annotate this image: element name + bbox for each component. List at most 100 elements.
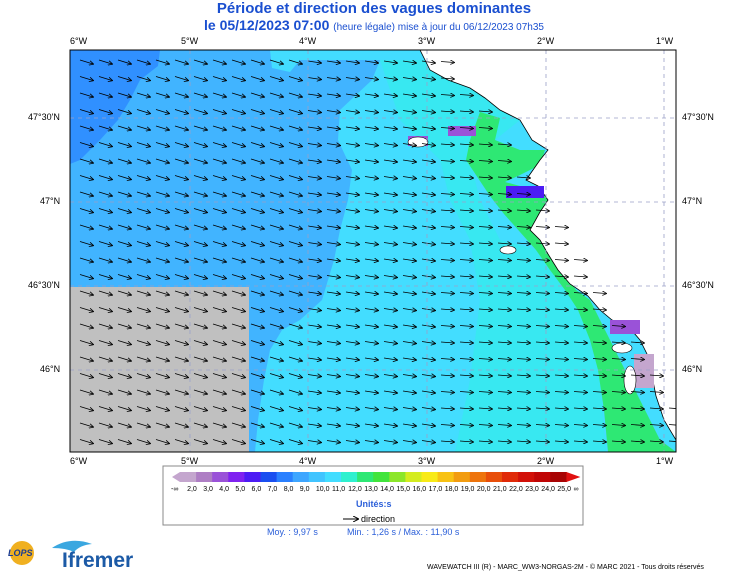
direction-arrow: [174, 406, 188, 411]
direction-arrow: [98, 389, 112, 394]
direction-arrow: [98, 257, 112, 262]
direction-arrow: [535, 392, 549, 393]
direction-arrow: [345, 111, 359, 113]
direction-arrow: [231, 158, 245, 163]
direction-arrow: [497, 243, 511, 244]
direction-arrow: [402, 94, 416, 96]
legend-max-arrow: [566, 472, 581, 482]
direction-arrow: [288, 76, 302, 81]
direction-arrow: [383, 309, 397, 311]
legend-tick-label: 17,0: [428, 486, 443, 493]
direction-arrow: [307, 226, 321, 228]
lon-label-bottom-4: 2°W: [537, 456, 555, 466]
direction-arrow: [535, 227, 549, 228]
direction-arrow: [231, 257, 245, 262]
direction-arrow: [174, 109, 188, 114]
direction-arrow: [155, 142, 169, 147]
direction-arrow: [402, 408, 416, 410]
direction-arrow: [269, 274, 283, 279]
direction-arrow: [231, 356, 245, 361]
direction-arrow: [611, 375, 625, 376]
direction-arrow: [402, 193, 416, 195]
direction-arrow: [174, 175, 188, 180]
direction-arrow: [250, 389, 264, 394]
direction-arrow: [326, 391, 340, 393]
direction-arrow: [478, 194, 492, 195]
direction-arrow: [269, 340, 283, 345]
direction-arrow: [402, 276, 416, 278]
direction-arrow: [212, 323, 226, 328]
legend-swatch: [196, 472, 213, 482]
direction-arrow: [269, 92, 283, 97]
direction-arrow: [307, 193, 321, 195]
direction-arrow: [231, 422, 245, 427]
direction-arrow: [212, 76, 226, 81]
direction-arrow: [516, 227, 530, 228]
direction-arrow: [307, 424, 321, 426]
direction-arrow: [155, 257, 169, 262]
direction-arrow: [155, 125, 169, 130]
direction-arrow: [136, 191, 150, 196]
direction-arrow: [307, 408, 321, 410]
direction-arrow: [98, 307, 112, 312]
direction-arrow: [136, 307, 150, 312]
direction-arrow: [345, 375, 359, 377]
direction-arrow: [383, 424, 397, 426]
direction-arrow: [250, 422, 264, 427]
direction-arrows: [79, 59, 676, 444]
direction-arrow: [288, 323, 302, 328]
direction-arrow: [212, 142, 226, 147]
direction-arrow: [174, 158, 188, 163]
direction-arrow: [307, 78, 321, 80]
direction-arrow: [231, 109, 245, 114]
direction-arrow: [212, 340, 226, 345]
direction-arrow: [269, 142, 283, 147]
direction-arrow: [421, 375, 435, 377]
legend-tick-label: 13,0: [364, 486, 378, 493]
direction-arrow: [345, 424, 359, 426]
legend-tick-label: 4,0: [219, 486, 230, 493]
direction-arrow: [326, 375, 340, 377]
direction-arrow: [79, 208, 93, 213]
direction-arrow: [98, 373, 112, 378]
direction-arrow: [79, 59, 93, 64]
direction-arrow: [573, 342, 587, 343]
direction-arrow: [402, 78, 416, 80]
direction-arrow: [193, 191, 207, 196]
direction-arrow: [155, 224, 169, 229]
direction-arrow: [136, 241, 150, 246]
direction-arrow: [98, 109, 112, 114]
direction-arrow: [117, 125, 131, 130]
direction-arrow: [497, 326, 511, 327]
direction-arrow: [307, 259, 321, 261]
direction-arrow: [136, 59, 150, 64]
legend-swatch: [485, 472, 503, 482]
direction-arrow: [326, 94, 340, 96]
direction-arrow: [136, 175, 150, 180]
direction-arrow: [193, 92, 207, 97]
direction-arrow: [79, 257, 93, 262]
direction-arrow: [231, 191, 245, 196]
legend-tick-label: 5,0: [235, 486, 246, 493]
direction-arrow: [79, 356, 93, 361]
direction-arrow: [212, 373, 226, 378]
direction-arrow: [402, 259, 416, 261]
direction-arrow: [478, 177, 492, 178]
direction-arrow: [155, 208, 169, 213]
direction-arrow: [250, 109, 264, 114]
direction-arrow: [155, 373, 169, 378]
direction-arrow: [307, 358, 321, 360]
direction-arrow: [535, 375, 549, 376]
direction-arrow: [516, 260, 530, 261]
direction-arrow: [98, 422, 112, 427]
direction-arrow: [212, 175, 226, 180]
legend-tick-label: ∞: [573, 486, 579, 493]
legend-swatch: [244, 472, 261, 482]
direction-arrow: [459, 293, 473, 294]
legend-tick-label: 11,0: [332, 486, 346, 493]
direction-arrow: [592, 408, 606, 409]
direction-arrow: [174, 142, 188, 147]
direction-arrow: [459, 227, 473, 228]
direction-arrow: [250, 406, 264, 411]
direction-arrow: [288, 208, 302, 213]
